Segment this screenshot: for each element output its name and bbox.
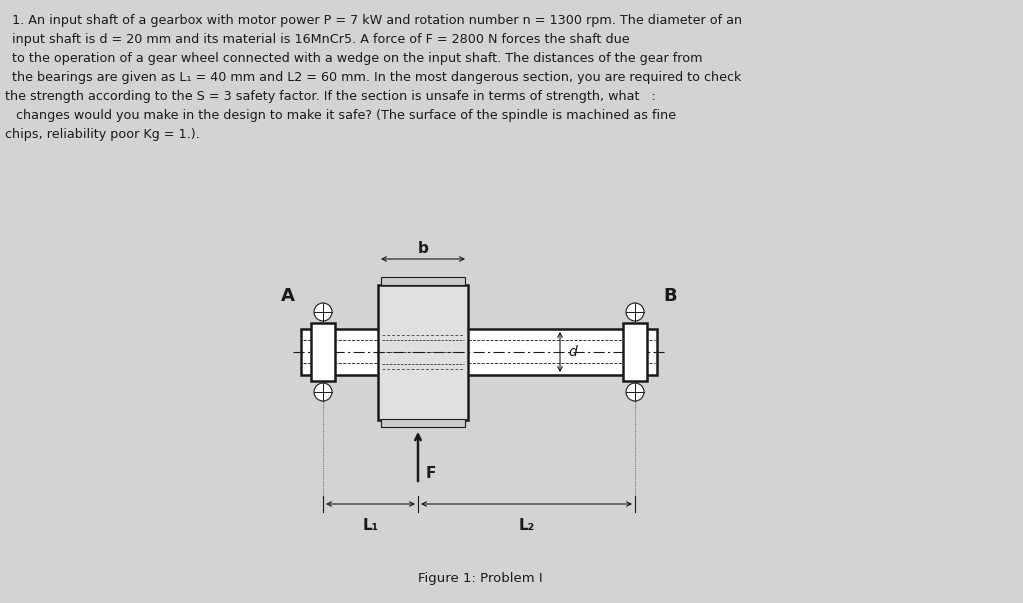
Text: L₂: L₂ [519, 518, 535, 533]
Circle shape [314, 303, 332, 321]
Text: chips, reliability poor Kg = 1.).: chips, reliability poor Kg = 1.). [5, 128, 199, 141]
Text: the strength according to the S = 3 safety factor. If the section is unsafe in t: the strength according to the S = 3 safe… [5, 90, 656, 103]
Circle shape [626, 303, 644, 321]
Text: input shaft is d = 20 mm and its material is 16MnCr5. A force of F = 2800 N forc: input shaft is d = 20 mm and its materia… [12, 33, 629, 46]
Text: F: F [426, 467, 437, 482]
Circle shape [314, 383, 332, 401]
Bar [623, 323, 647, 381]
Bar [381, 419, 465, 427]
Text: L₁: L₁ [362, 518, 379, 533]
Text: to the operation of a gear wheel connected with a wedge on the input shaft. The : to the operation of a gear wheel connect… [12, 52, 703, 65]
Text: changes would you make in the design to make it safe? (The surface of the spindl: changes would you make in the design to … [12, 109, 676, 122]
Bar [311, 323, 335, 381]
Text: the bearings are given as L₁ = 40 mm and L2 = 60 mm. In the most dangerous secti: the bearings are given as L₁ = 40 mm and… [12, 71, 742, 84]
Text: Figure 1: Problem I: Figure 1: Problem I [417, 572, 542, 585]
Bar [381, 277, 465, 285]
Text: d: d [568, 345, 577, 359]
Bar [379, 285, 468, 420]
Text: B: B [663, 287, 677, 305]
Text: 1. An input shaft of a gearbox with motor power P = 7 kW and rotation number n =: 1. An input shaft of a gearbox with moto… [12, 14, 742, 27]
Text: A: A [281, 287, 295, 305]
Circle shape [626, 383, 644, 401]
Bar [301, 329, 657, 375]
Text: b: b [417, 241, 429, 256]
